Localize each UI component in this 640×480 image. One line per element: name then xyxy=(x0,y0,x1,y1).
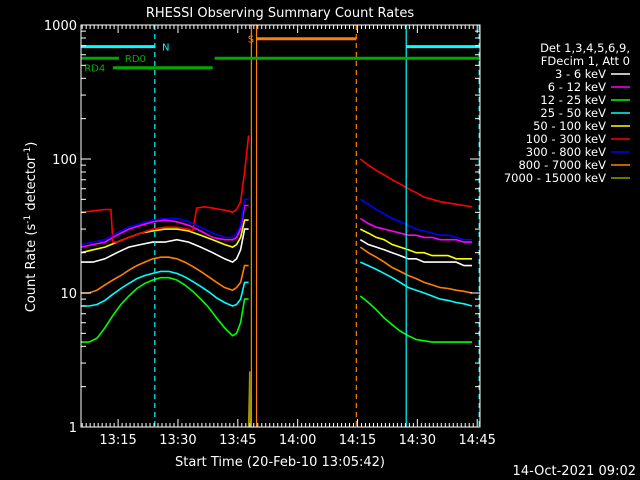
y-axis-label-middle: detector xyxy=(24,155,39,215)
legend-header-1: Det 1,3,4,5,6,9, xyxy=(540,41,630,55)
series-line-6-12-kev-2 xyxy=(359,217,472,243)
legend-entry-300-800-kev: 300 - 800 keV xyxy=(526,145,606,159)
legend-entry-25-50-kev: 25 - 50 keV xyxy=(540,106,606,120)
legend-entry-50-100-kev: 50 - 100 keV xyxy=(533,119,606,133)
legend-entry-6-12-kev: 6 - 12 keV xyxy=(548,80,606,94)
y-axis-label-prefix: Count Rate (s xyxy=(24,224,39,313)
y-tick-label-1000: 1000 xyxy=(44,19,77,34)
x-tick-label-13-45: 13:45 xyxy=(219,433,256,448)
marker-label-s-4: S xyxy=(248,35,254,46)
series-line-800-7000-kev-1 xyxy=(81,256,249,294)
x-tick-label-14-30: 14:30 xyxy=(399,433,436,448)
y-tick-label-100: 100 xyxy=(52,153,77,168)
x-tick-label-14-15: 14:15 xyxy=(339,433,376,448)
series-line-25-50-kev-2 xyxy=(359,261,473,307)
marker-label-n-1: N xyxy=(162,43,169,54)
marker-label-rd4-3: RD4 xyxy=(84,64,105,75)
x-tick-label-13-15: 13:15 xyxy=(99,433,136,448)
annotation-layer: N RD0 RD4 S xyxy=(81,25,480,427)
x-tick-label-14-45: 14:45 xyxy=(458,433,495,448)
series-line-300-800-kev-2 xyxy=(359,198,472,241)
series-line-6-12-kev-1 xyxy=(80,204,249,248)
legend-header-2: FDecim 1, Att 0 xyxy=(541,54,630,68)
series-layer xyxy=(80,135,473,428)
series-line-12-25-kev-2 xyxy=(359,295,472,343)
y-axis-label-sup-2: -1 xyxy=(23,147,33,156)
marker-label-rd0-2: RD0 xyxy=(125,54,146,65)
legend-entry-7000-15000-kev: 7000 - 15000 keV xyxy=(504,171,606,185)
chart-title: RHESSI Observing Summary Count Rates xyxy=(146,6,415,21)
y-axis-label-sup-1: -1 xyxy=(23,215,33,224)
series-line-25-50-kev-1 xyxy=(81,270,249,307)
series-line-3-6-kev-2 xyxy=(359,239,472,267)
series-line-300-800-kev-1 xyxy=(80,198,249,246)
plot-frame xyxy=(80,24,481,428)
legend-entry-3-6-kev: 3 - 6 keV xyxy=(555,67,606,81)
y-tick-label-1: 1 xyxy=(69,421,77,436)
series-line-7000-15000-kev-1 xyxy=(247,371,252,428)
series-line-3-6-kev-1 xyxy=(81,228,249,264)
legend-entry-800-7000-kev: 800 - 7000 keV xyxy=(518,158,606,172)
series-line-100-300-kev-1 xyxy=(80,135,250,243)
y-tick-label-10: 10 xyxy=(60,287,77,302)
x-tick-label-13-30: 13:30 xyxy=(159,433,196,448)
series-line-50-100-kev-1 xyxy=(80,219,249,254)
series-line-50-100-kev-2 xyxy=(359,228,472,260)
legend-entry-100-300-kev: 100 - 300 keV xyxy=(526,132,606,146)
x-tick-label-14-00: 14:00 xyxy=(279,433,316,448)
y-axis-label: Count Rate (s-1 detector-1) xyxy=(23,142,39,313)
footer-timestamp: 14-Oct-2021 09:02 xyxy=(513,464,636,479)
series-line-800-7000-kev-2 xyxy=(359,246,473,294)
axes-layer: 13:15 13:30 13:45 14:00 14:15 14:30 14:45 1 10 10… xyxy=(44,19,496,448)
legend-entry-12-25-kev: 12 - 25 keV xyxy=(540,93,606,107)
legend: Det 1,3,4,5,6,9,FDecim 1, Att 03 - 6 keV… xyxy=(504,41,630,185)
series-line-100-300-kev-2 xyxy=(359,158,473,208)
x-axis-label: Start Time (20-Feb-10 13:05:42) xyxy=(175,455,385,470)
series-line-12-25-kev-1 xyxy=(81,276,249,343)
y-axis-label-close: ) xyxy=(24,142,39,147)
